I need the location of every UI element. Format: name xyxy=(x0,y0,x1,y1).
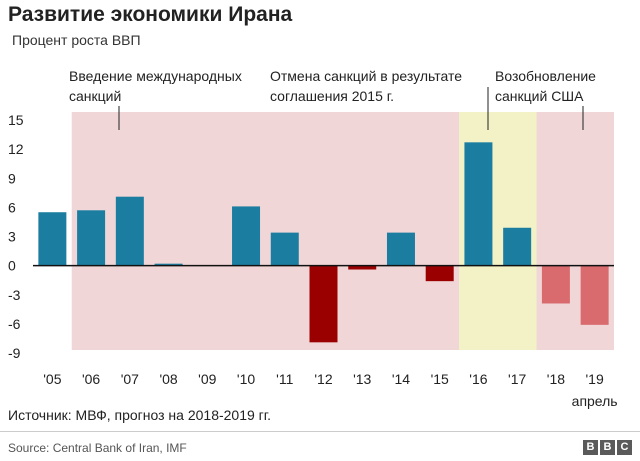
x-tick-label: '17 xyxy=(508,371,526,387)
y-tick-label: 6 xyxy=(8,199,16,215)
x-tick-label: '16 xyxy=(469,371,487,387)
annotation-text: соглашения 2015 г. xyxy=(270,88,394,104)
annotation-text: Отмена санкций в результате xyxy=(270,68,462,84)
bar-'08 xyxy=(154,263,183,266)
bar-'07 xyxy=(115,196,144,266)
y-tick-label: -6 xyxy=(8,316,21,332)
x-tick-label: '15 xyxy=(431,371,449,387)
x-tick-label: '18 xyxy=(547,371,565,387)
bar-'14 xyxy=(386,232,415,266)
annotation-text: санкций xyxy=(69,88,121,104)
x-tick-label: '09 xyxy=(198,371,216,387)
bar-'15 xyxy=(425,265,454,282)
x-tick-label: '13 xyxy=(353,371,371,387)
bbc-logo: B B C xyxy=(583,440,632,455)
annotation-text: Введение международных xyxy=(69,68,242,84)
bar-'10 xyxy=(232,206,261,266)
x-tick-label: '11 xyxy=(276,371,293,387)
y-tick-label: 3 xyxy=(8,229,16,245)
source-divider xyxy=(0,431,640,432)
y-tick-label: 0 xyxy=(8,258,16,274)
chart-note: Источник: МВФ, прогноз на 2018-2019 гг. xyxy=(8,407,272,423)
annotation-text: санкций США xyxy=(495,88,584,104)
logo-letter: B xyxy=(583,440,598,455)
bar-'17 xyxy=(503,227,532,266)
x-tick-label: '07 xyxy=(121,371,139,387)
bar-'12 xyxy=(309,265,338,343)
bar-'11 xyxy=(270,232,299,266)
bar-'18 xyxy=(541,265,570,304)
logo-letter: C xyxy=(617,440,632,455)
logo-letter: B xyxy=(600,440,615,455)
y-tick-label: 9 xyxy=(8,170,16,186)
chart-title: Развитие экономики Ирана xyxy=(8,3,293,26)
bar-'13 xyxy=(348,265,377,270)
x-tick-label: '05 xyxy=(43,371,61,387)
bar-'16 xyxy=(464,142,493,266)
x-tick-label: '08 xyxy=(159,371,177,387)
annotation-text: Возобновление xyxy=(495,68,596,84)
x-tick-label: '14 xyxy=(392,371,410,387)
y-tick-label: -9 xyxy=(8,345,21,361)
chart-subtitle: Процент роста ВВП xyxy=(12,32,141,48)
x-tick-label: '10 xyxy=(237,371,255,387)
x-tick-label: '19 xyxy=(586,371,604,387)
y-tick-label: -3 xyxy=(8,287,21,303)
y-tick-label: 12 xyxy=(8,141,24,157)
bar-'06 xyxy=(77,210,106,266)
x-tick-label: '06 xyxy=(82,371,100,387)
y-tick-label: 15 xyxy=(8,112,24,128)
x-tick-label: '12 xyxy=(314,371,332,387)
bar-'19 xyxy=(580,265,609,325)
x-tick-note: апрель xyxy=(572,393,618,409)
bar-'05 xyxy=(38,212,67,266)
source-text: Source: Central Bank of Iran, IMF xyxy=(8,441,187,455)
